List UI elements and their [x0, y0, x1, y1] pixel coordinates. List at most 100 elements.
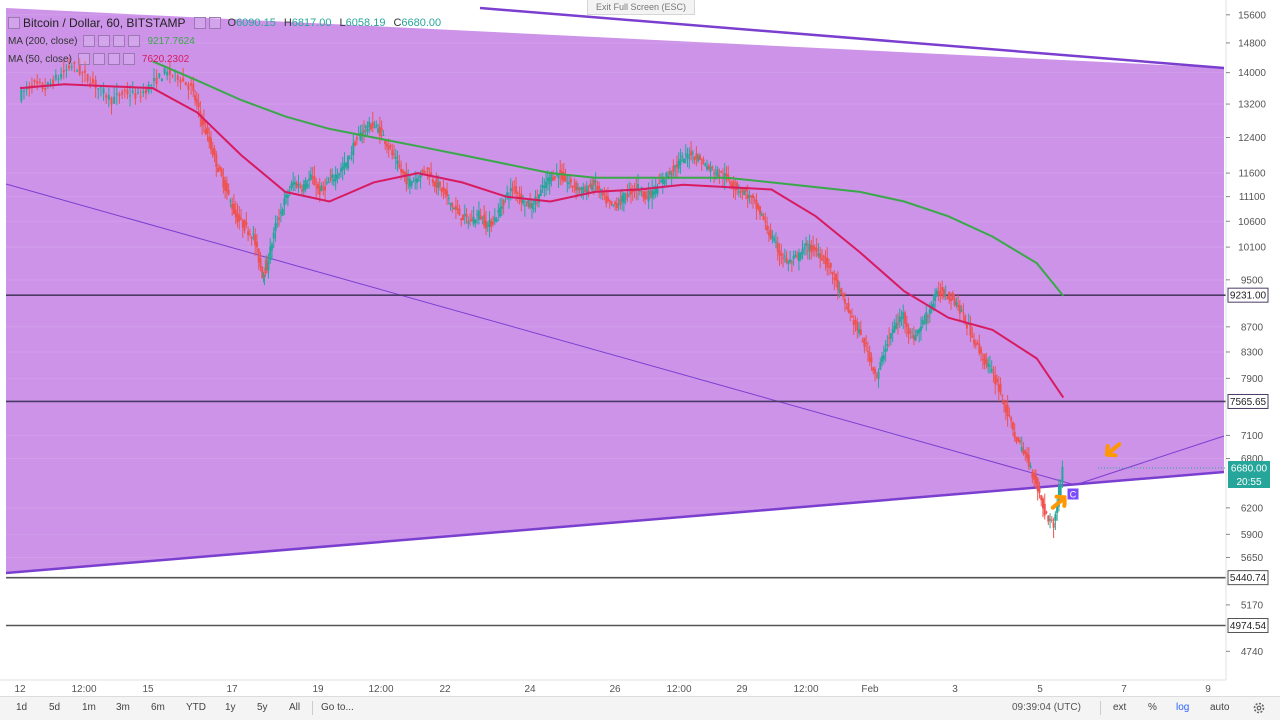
candle-body [412, 181, 415, 183]
candle-body [877, 371, 880, 379]
candle-body [557, 174, 560, 179]
candle-body [905, 322, 908, 328]
candle-body [218, 166, 221, 170]
ma50-settings-icon[interactable] [92, 53, 105, 65]
candle-body [923, 322, 926, 324]
range-5y-button[interactable]: 5y [257, 702, 268, 713]
percent-button[interactable]: % [1148, 702, 1157, 713]
candle-body [815, 247, 818, 252]
candle-body [672, 165, 675, 173]
range-all-button[interactable]: All [289, 702, 301, 713]
candle-body [331, 174, 334, 179]
candle-body [843, 299, 846, 304]
candle-body [195, 98, 198, 103]
gear-icon[interactable] [1252, 701, 1266, 715]
candle-body [278, 217, 281, 220]
candle-body [737, 191, 740, 193]
candle-body [474, 219, 477, 224]
candle-body [559, 169, 562, 175]
candle-body [1049, 519, 1052, 521]
candle-body [693, 156, 696, 161]
candle-body [866, 350, 869, 352]
candle-body [863, 337, 866, 347]
candle-body [974, 342, 977, 346]
candle-body [658, 183, 661, 185]
ma200-settings-icon[interactable] [98, 35, 111, 47]
candle-body [1022, 449, 1025, 455]
candle-body [220, 168, 223, 176]
ma200-close-icon[interactable] [113, 35, 126, 47]
candle-body [405, 172, 408, 185]
goto-button[interactable]: Go to... [321, 702, 354, 713]
candle-body [414, 179, 417, 181]
candle-body [688, 157, 691, 159]
candle-body [771, 236, 774, 239]
candle-body [129, 95, 132, 97]
price-line-tag [1227, 393, 1269, 409]
candle-body [987, 363, 990, 367]
ma50-eye-icon[interactable] [77, 53, 90, 65]
eye-icon[interactable] [193, 17, 206, 29]
lower-trendline[interactable] [5, 470, 1225, 575]
range-1d-button[interactable]: 1d [16, 702, 28, 713]
range-ytd-button[interactable]: YTD [186, 702, 206, 713]
candle-body [983, 353, 986, 366]
upper-trendline[interactable] [479, 6, 1225, 70]
ma200-more-icon[interactable] [128, 35, 141, 47]
ohlc-close-value: 6680.00 [401, 17, 442, 29]
ma50-line [19, 83, 1065, 399]
thin-trendline[interactable] [5, 183, 1076, 486]
range-1y-button[interactable]: 1y [225, 702, 236, 713]
candle-body [997, 384, 1000, 392]
range-3m-button[interactable]: 3m [116, 702, 130, 713]
candle-body [1034, 475, 1037, 485]
chart-area[interactable]: C 4740 5170 5650 5900 6200 6800 7100 7900 8300 87… [0, 0, 1280, 696]
log-button[interactable]: log [1176, 702, 1190, 713]
ma50-close-icon[interactable] [107, 53, 120, 65]
candle-body [311, 176, 314, 179]
price-line-tag [1227, 618, 1269, 634]
candle-body [65, 69, 68, 71]
ma200-row: MA (200, close) 9217.7624 [8, 32, 445, 50]
utc-clock[interactable]: 09:39:04 (UTC) [1012, 702, 1081, 713]
candle-body [585, 186, 588, 193]
candle-body [444, 188, 447, 195]
ohlc-high-label: H [283, 17, 292, 29]
candle-body [891, 329, 894, 334]
symbol-icon[interactable] [8, 17, 20, 29]
candle-body [270, 244, 273, 251]
candle-body [213, 148, 216, 155]
ma50-more-icon[interactable] [122, 53, 135, 65]
candle-body [785, 257, 788, 263]
horizontal-price-lines[interactable] [6, 294, 1226, 627]
time-axis: 12 12:00 15 17 19 12:00 22 24 26 12:00 29 12:00 Feb 3… [14, 684, 1211, 695]
candle-body [1059, 484, 1062, 496]
annotations[interactable]: C [1049, 440, 1123, 513]
candle-body [70, 66, 73, 68]
candle-body [615, 203, 618, 209]
candle-body [332, 179, 335, 182]
candle-body [1052, 522, 1055, 528]
x-tick-label: 19 [312, 684, 324, 695]
candle-body [962, 312, 965, 314]
settings-icon[interactable] [208, 17, 221, 29]
y-tick-label: 13200 [1238, 100, 1266, 111]
candle-body [904, 312, 907, 324]
y-tick-label: 7100 [1241, 431, 1264, 442]
thin-trendline-extension[interactable] [1074, 435, 1225, 486]
range-6m-button[interactable]: 6m [151, 702, 165, 713]
ext-button[interactable]: ext [1113, 702, 1127, 713]
candle-body [362, 130, 365, 133]
auto-button[interactable]: auto [1210, 702, 1230, 713]
candle-body [339, 168, 342, 172]
candle-body [295, 182, 298, 188]
candle-body [224, 180, 227, 191]
candle-body [446, 190, 449, 197]
x-tick-label: 24 [524, 684, 536, 695]
range-1m-button[interactable]: 1m [82, 702, 96, 713]
candle-body [911, 336, 914, 338]
ma200-eye-icon[interactable] [83, 35, 96, 47]
time-axis-bg[interactable] [0, 680, 1226, 696]
range-5d-button[interactable]: 5d [49, 702, 61, 713]
exit-fullscreen-tip[interactable]: Exit Full Screen (ESC) [587, 0, 695, 15]
